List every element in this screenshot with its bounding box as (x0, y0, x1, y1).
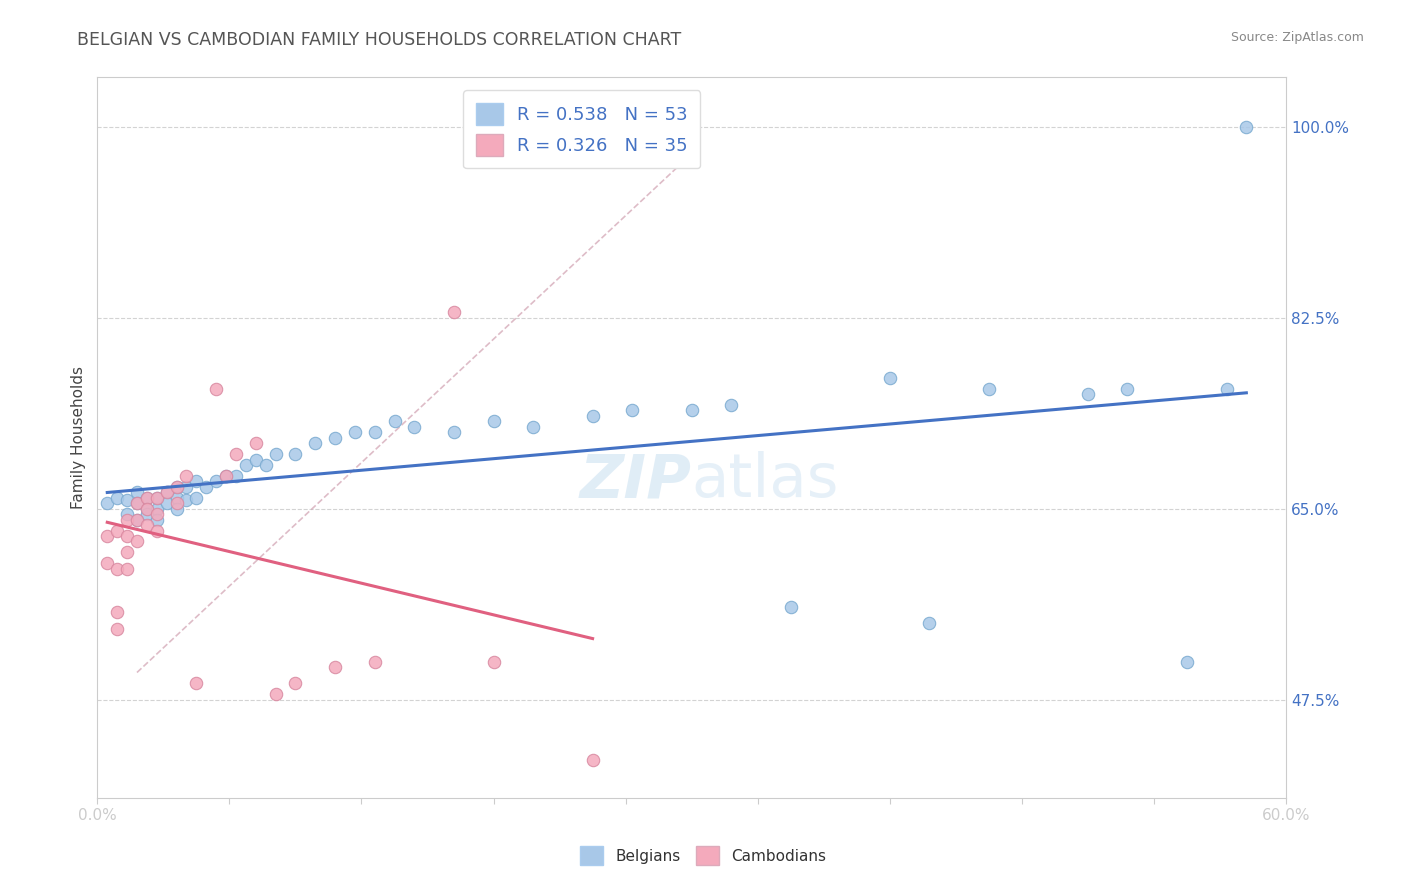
Point (186, 475, 208, 489)
Point (166, 501, 188, 516)
Point (146, 491, 169, 505)
Point (105, 622, 128, 636)
Point (105, 491, 128, 505)
Point (235, 458, 257, 472)
Point (1116, 382, 1139, 396)
Point (156, 485, 179, 500)
Point (125, 496, 148, 510)
Point (443, 425, 465, 440)
Point (779, 599, 801, 614)
Point (363, 655, 385, 669)
Point (245, 452, 267, 467)
Point (125, 485, 148, 500)
Point (254, 458, 277, 472)
Point (621, 403, 644, 417)
Point (135, 501, 157, 516)
Point (186, 491, 208, 505)
Point (482, 655, 505, 669)
Point (146, 513, 169, 527)
Point (879, 370, 901, 384)
Point (96, 496, 118, 510)
Point (225, 447, 247, 461)
Point (264, 447, 287, 461)
Point (205, 475, 228, 489)
Point (105, 562, 128, 576)
Point (343, 425, 366, 440)
Point (284, 676, 307, 690)
Point (225, 469, 247, 483)
Point (146, 507, 169, 521)
Text: BELGIAN VS CAMBODIAN FAMILY HOUSEHOLDS CORRELATION CHART: BELGIAN VS CAMBODIAN FAMILY HOUSEHOLDS C… (77, 31, 682, 49)
Y-axis label: Family Households: Family Households (72, 367, 86, 509)
Point (146, 491, 169, 505)
Point (264, 687, 287, 701)
Point (720, 398, 742, 412)
Point (166, 480, 188, 494)
Point (146, 501, 169, 516)
Point (176, 469, 198, 483)
Point (166, 491, 188, 505)
Point (384, 414, 406, 428)
Point (304, 436, 326, 450)
Point (284, 447, 307, 461)
Point (363, 425, 385, 440)
Point (176, 480, 198, 494)
Point (323, 431, 346, 445)
Point (195, 480, 218, 494)
Point (443, 305, 465, 319)
Point (323, 660, 346, 674)
Point (135, 501, 157, 516)
Point (115, 562, 138, 576)
Legend: R = 0.538   N = 53, R = 0.326   N = 35: R = 0.538 N = 53, R = 0.326 N = 35 (463, 90, 700, 169)
Legend: Belgians, Cambodians: Belgians, Cambodians (574, 840, 832, 871)
Point (918, 616, 941, 631)
Point (115, 493, 138, 508)
Text: Source: ZipAtlas.com: Source: ZipAtlas.com (1230, 31, 1364, 45)
Point (186, 676, 208, 690)
Point (96, 529, 118, 543)
Point (166, 480, 188, 494)
Point (146, 524, 169, 538)
Point (135, 491, 157, 505)
Point (176, 493, 198, 508)
Point (156, 485, 179, 500)
Point (166, 496, 188, 510)
Point (1215, 382, 1237, 396)
Point (245, 436, 267, 450)
Point (522, 420, 544, 434)
Point (681, 403, 703, 417)
Point (482, 414, 505, 428)
Point (977, 382, 1000, 396)
Point (581, 409, 603, 423)
Point (125, 496, 148, 510)
Point (115, 513, 138, 527)
Point (96, 557, 118, 571)
Point (1077, 387, 1099, 401)
Point (115, 545, 138, 559)
Point (215, 469, 238, 483)
Text: ZIP: ZIP (579, 451, 692, 510)
Point (1175, 655, 1198, 669)
Point (125, 513, 148, 527)
Point (1234, 120, 1257, 134)
Point (105, 524, 128, 538)
Point (135, 518, 157, 533)
Point (115, 529, 138, 543)
Point (135, 507, 157, 521)
Point (205, 382, 228, 396)
Point (581, 753, 603, 767)
Point (115, 507, 138, 521)
Point (404, 420, 426, 434)
Point (125, 534, 148, 549)
Point (215, 469, 238, 483)
Point (156, 496, 179, 510)
Point (105, 606, 128, 620)
Point (125, 513, 148, 527)
Point (135, 491, 157, 505)
Text: atlas: atlas (692, 451, 839, 510)
